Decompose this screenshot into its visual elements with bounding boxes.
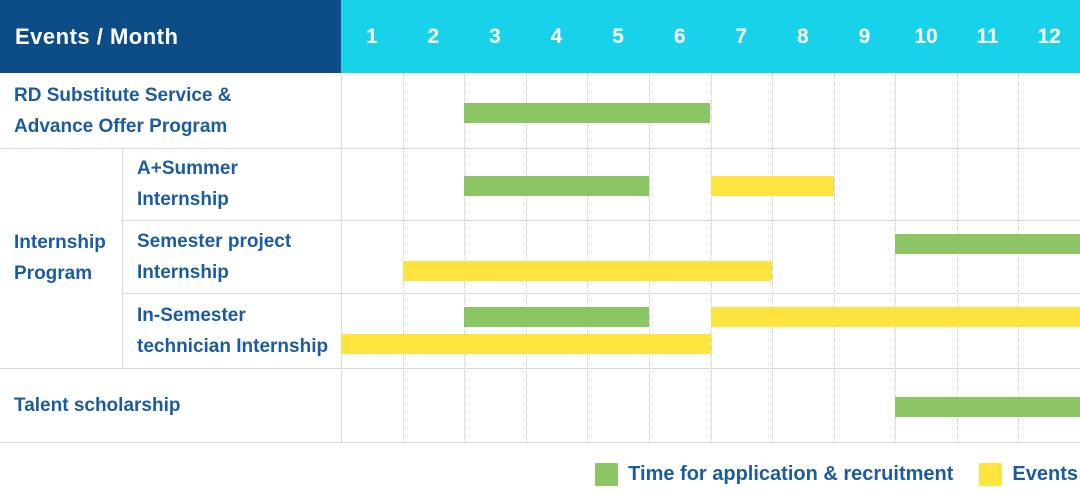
month-gridline xyxy=(587,73,589,442)
row-separator xyxy=(0,442,1080,443)
recruitment-bar xyxy=(895,397,1080,417)
month-label-9: 9 xyxy=(858,24,871,48)
sublabel-column-border xyxy=(122,148,123,368)
row-label-4: In-Semester technician Internship xyxy=(137,293,337,368)
legend-label: Time for application & recruitment xyxy=(628,462,954,485)
month-gridline xyxy=(525,73,527,442)
legend-label: Events xyxy=(1012,462,1078,485)
label-line: Internship xyxy=(14,232,106,253)
row-separator xyxy=(0,148,1080,149)
month-gridline xyxy=(402,73,404,442)
month-label-1: 1 xyxy=(365,24,378,48)
recruitment-bar xyxy=(895,234,1080,254)
recruitment-swatch xyxy=(595,462,619,486)
row-separator xyxy=(122,220,1080,221)
events-bar xyxy=(341,334,711,354)
header-title: Events / Month xyxy=(15,23,179,49)
month-label-8: 8 xyxy=(796,24,809,48)
row-label-2: A+Summer Internship xyxy=(137,148,337,220)
month-label-5: 5 xyxy=(612,24,624,48)
recruitment-bar xyxy=(464,307,649,327)
legend-item: Time for application & recruitment xyxy=(595,462,954,486)
label-column-border xyxy=(341,73,342,442)
row-label-1: RD Substitute Service & Advance Offer Pro… xyxy=(14,73,337,148)
label-line: In-Semester xyxy=(137,304,246,326)
month-gridline xyxy=(464,73,466,442)
row-separator xyxy=(122,293,1080,294)
label-line: Talent scholarship xyxy=(14,394,181,416)
month-gridline xyxy=(710,73,712,442)
label-line: Program xyxy=(14,263,93,284)
legend: Time for application & recruitment Events xyxy=(595,458,1078,490)
label-line: Internship xyxy=(137,189,229,210)
legend-item: Events xyxy=(979,462,1078,486)
events-bar xyxy=(710,307,1080,327)
month-label-12: 12 xyxy=(1037,24,1061,48)
label-line: RD Substitute Service & xyxy=(14,84,232,106)
recruitment-bar xyxy=(464,102,711,123)
month-gridline xyxy=(895,73,897,442)
month-label-11: 11 xyxy=(976,24,999,48)
events-bar xyxy=(710,176,834,196)
month-gridline xyxy=(956,73,958,442)
row-label-3: Semester project Internship xyxy=(137,220,337,293)
label-line: A+Summer xyxy=(137,158,238,179)
row-separator xyxy=(0,368,1080,369)
row-label-5: Talent scholarship xyxy=(14,368,337,442)
label-line: technician Internship xyxy=(137,335,329,357)
events-bar xyxy=(402,261,773,281)
month-gridline xyxy=(648,73,650,442)
group-label-internship-program: Internship Program xyxy=(14,148,337,368)
month-gridline xyxy=(772,73,774,442)
label-line: Internship xyxy=(137,261,229,283)
header-cell-events-month: Events / Month xyxy=(0,0,341,73)
label-line: Advance Offer Program xyxy=(14,115,228,137)
month-label-6: 6 xyxy=(673,24,686,48)
events-swatch xyxy=(979,462,1003,486)
month-label-2: 2 xyxy=(427,24,440,48)
month-gridline xyxy=(833,73,835,442)
header-month-row: 1 2 3 4 5 6 7 8 9 10 11 12 xyxy=(341,0,1080,73)
recruitment-bar xyxy=(464,176,649,196)
month-label-7: 7 xyxy=(735,24,748,48)
month-label-4: 4 xyxy=(550,24,563,48)
month-label-3: 3 xyxy=(489,24,501,48)
month-label-10: 10 xyxy=(914,24,938,48)
month-gridline xyxy=(1018,73,1020,442)
label-line: Semester project xyxy=(137,230,292,252)
